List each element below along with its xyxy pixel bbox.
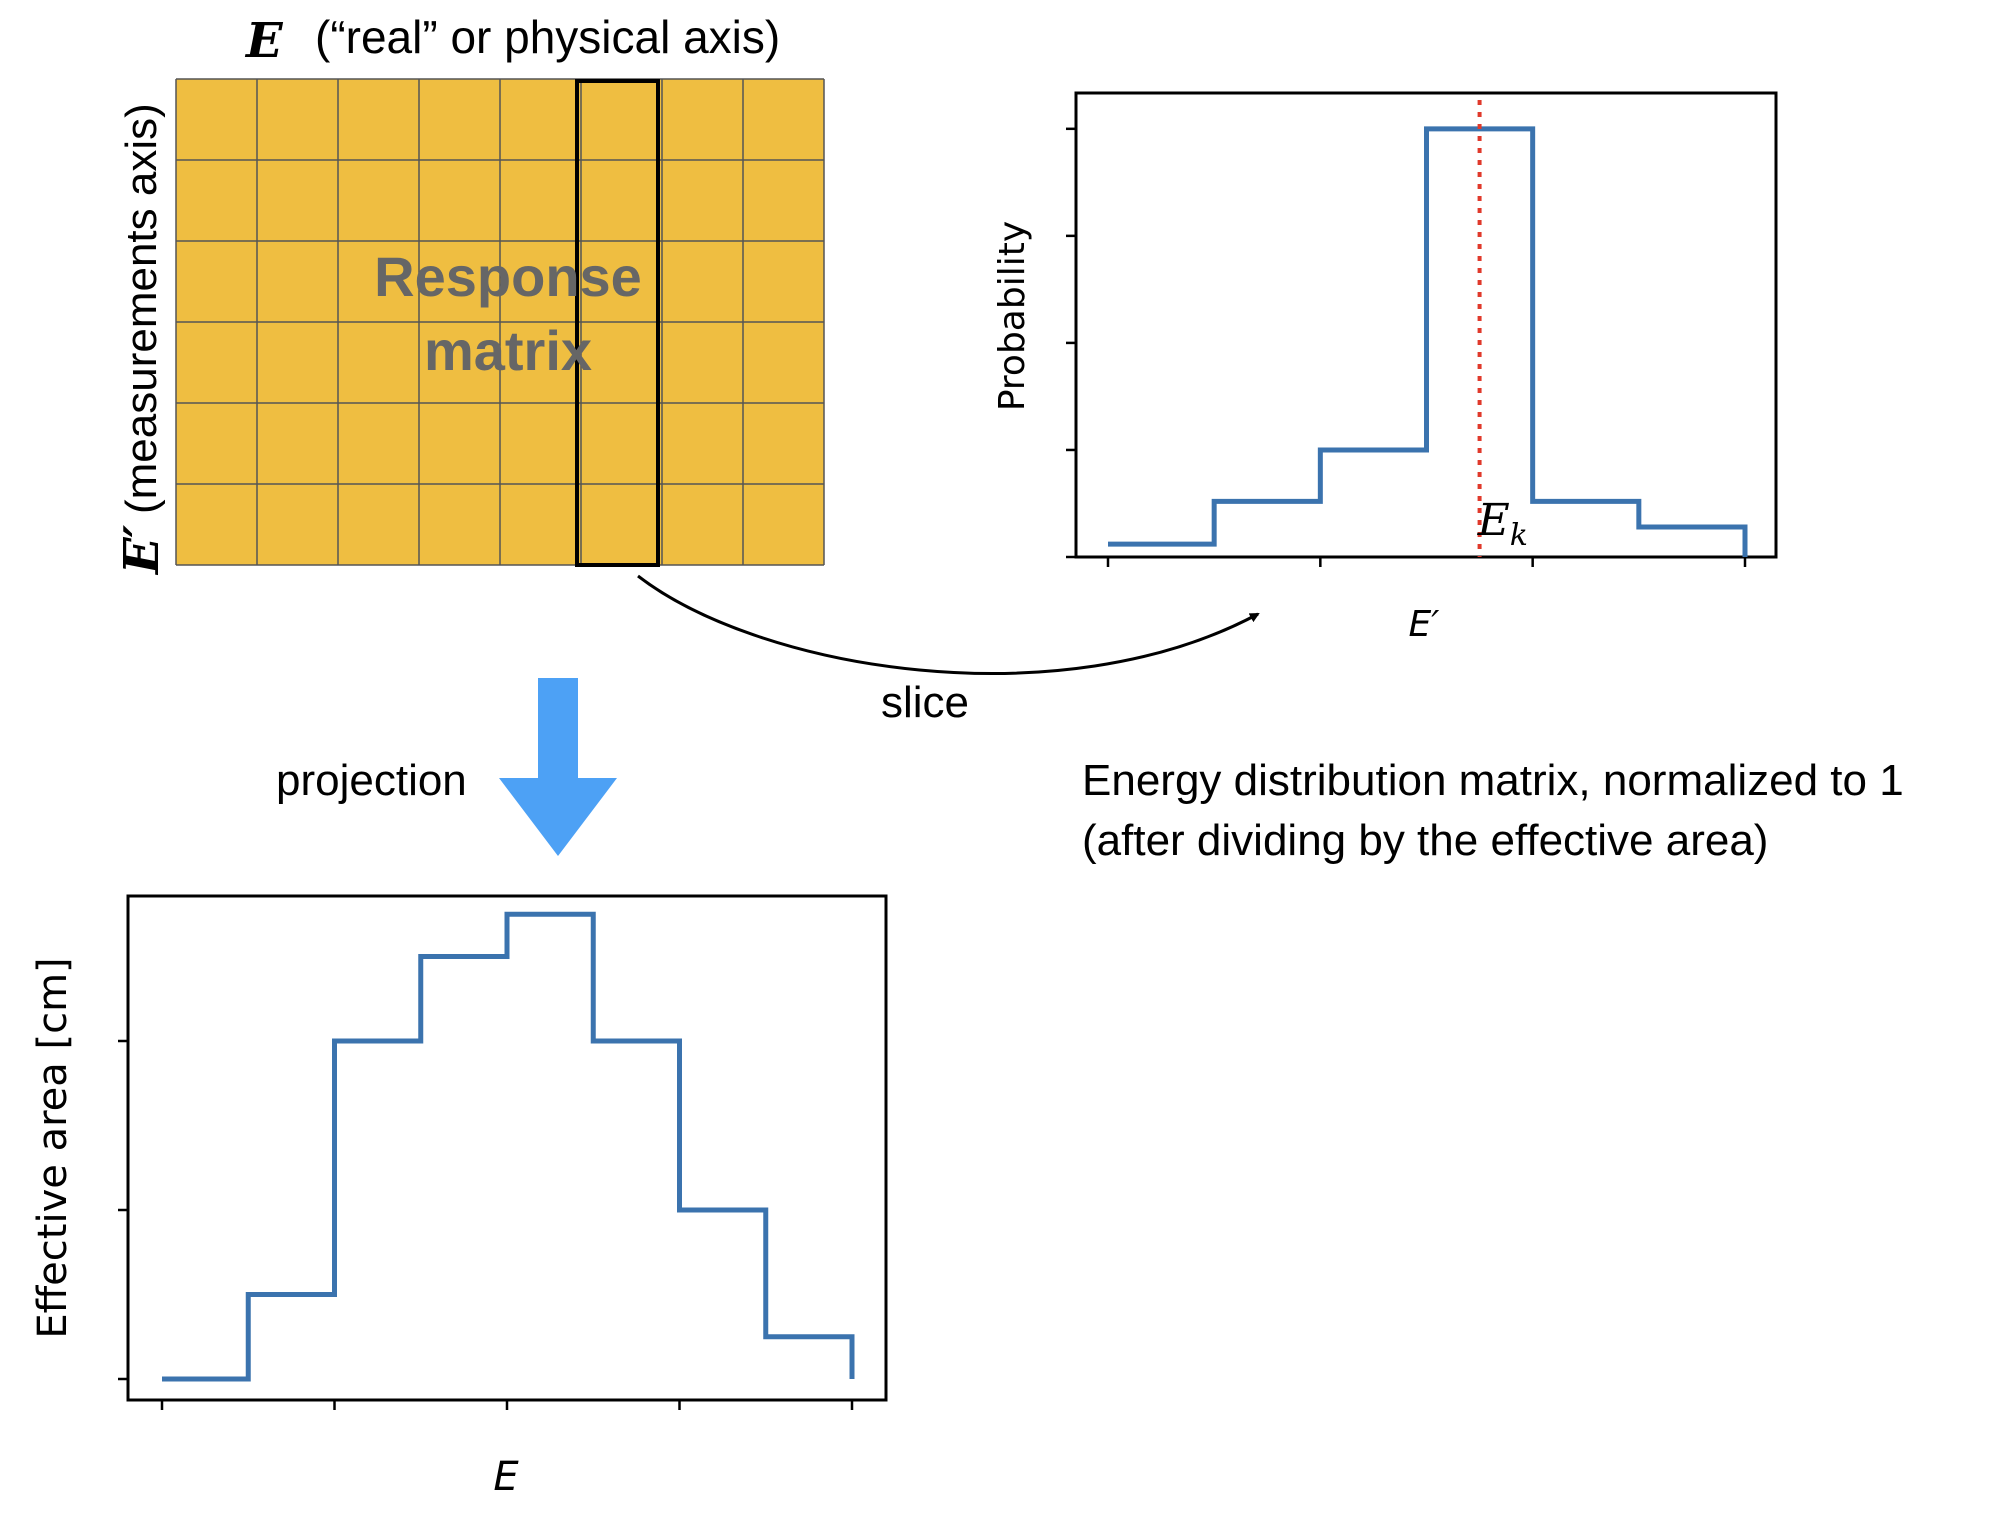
matrix-side-axis-caption: (measurements axis) <box>117 103 166 514</box>
probability-x-ticks <box>1106 557 1747 567</box>
matrix-grid <box>175 78 825 566</box>
down-arrow-icon <box>499 678 617 856</box>
effective-area-x-axis-label: E <box>493 1454 519 1500</box>
projection-label: projection <box>276 756 467 805</box>
effective-area-y-ticks <box>118 1039 128 1381</box>
effective-area-chart-frame <box>126 894 888 1402</box>
response-matrix: E (“real” or physical axis) E′ (measurem… <box>114 11 825 576</box>
probability-y-axis-label: Probability <box>992 221 1033 411</box>
projection-arrow: projection <box>276 678 617 856</box>
effective-area-chart: E Effective area [cm] <box>30 894 888 1500</box>
curved-arrow-icon <box>637 574 1260 675</box>
slice-label: slice <box>881 678 969 727</box>
matrix-top-axis-caption: (“real” or physical axis) <box>315 11 780 63</box>
probability-x-axis-label: E′ <box>1409 604 1440 645</box>
probability-step-line <box>1108 126 1748 557</box>
caption-line1: Energy distribution matrix, normalized t… <box>1082 756 1904 805</box>
caption-line2: (after dividing by the effective area) <box>1082 816 1768 865</box>
matrix-label-line1: Response <box>374 245 642 308</box>
effective-area-x-ticks <box>160 1400 854 1410</box>
matrix-label-line2: matrix <box>424 319 592 382</box>
energy-distribution-caption: Energy distribution matrix, normalized t… <box>1082 756 1904 865</box>
probability-chart: Ek E′ Probability <box>992 91 1778 645</box>
slice-arrow: slice <box>637 574 1260 727</box>
matrix-side-axis-symbol: E′ <box>114 524 170 576</box>
matrix-side-axis-label: E′ (measurements axis) <box>114 103 170 576</box>
matrix-top-axis-symbol: E <box>244 13 284 69</box>
effective-area-step-line <box>162 911 855 1382</box>
probability-chart-frame <box>1074 91 1778 559</box>
matrix-slice-highlight <box>575 79 660 567</box>
energy-marker-label: Ek <box>1477 495 1528 553</box>
effective-area-y-axis-label: Effective area [cm] <box>30 957 76 1338</box>
probability-y-ticks <box>1066 127 1076 559</box>
